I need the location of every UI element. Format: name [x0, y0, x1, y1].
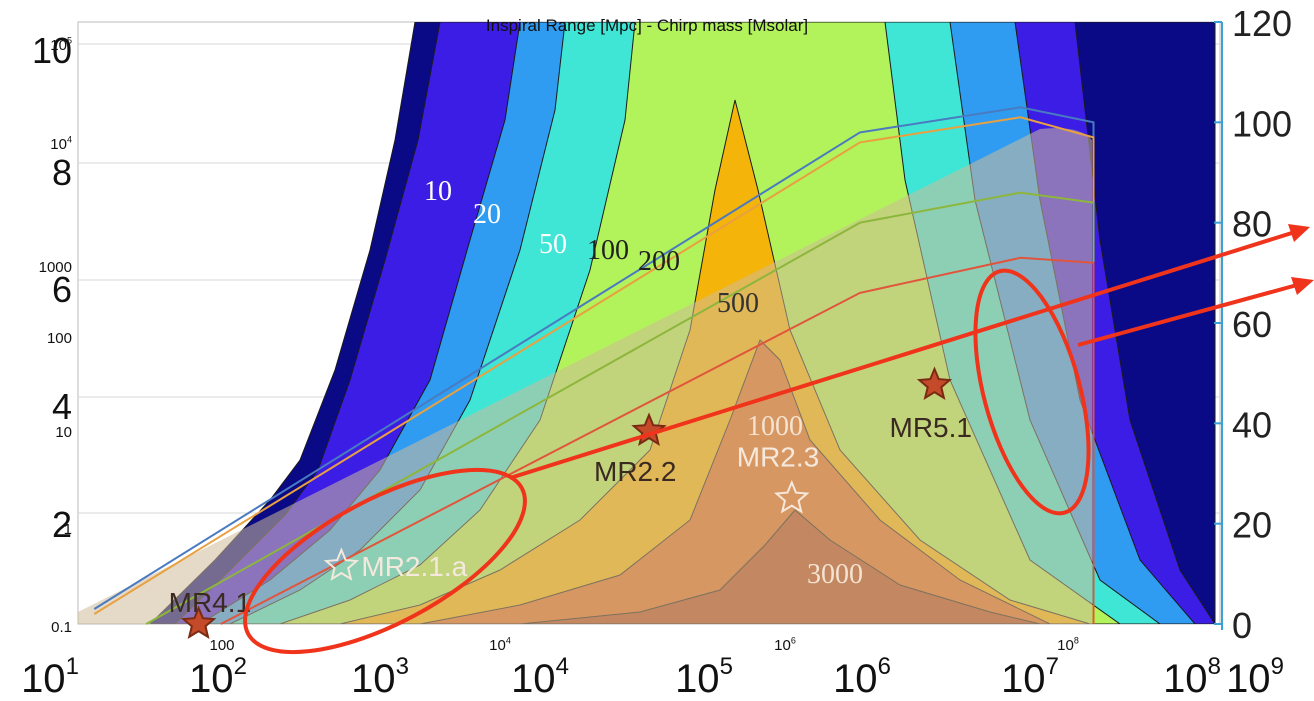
left-y-tick-label: 4	[52, 386, 72, 427]
right-y-ticks: 120 100 80 60 40 20 0	[1214, 3, 1292, 646]
heatmap-x-tick-label: 106	[774, 635, 796, 654]
right-y-tick-label: 100	[1232, 103, 1292, 144]
heatmap-y-tick-label: 1	[64, 521, 72, 538]
right-y-tick-label: 20	[1232, 505, 1272, 546]
marker-label: MR2.1.a	[361, 551, 467, 582]
arrow-shaft-1	[509, 230, 1296, 480]
left-y-tick-label: 8	[52, 152, 72, 193]
line-series-group	[93, 106, 1095, 625]
contour-label: 500	[717, 288, 759, 319]
left-y-tick-label: 10	[32, 30, 72, 71]
right-y-tick-label: 60	[1232, 304, 1272, 345]
contour-labels: 10 20 50 100 200 500 1000 3000	[424, 176, 863, 590]
x-tick-label: 102	[189, 653, 247, 701]
chart-title: Inspiral Range [Mpc] - Chirp mass [Msola…	[486, 16, 808, 35]
heatmap-y-tick-label: 104	[50, 134, 72, 153]
heatmap-y-tick-label: 100	[47, 330, 72, 347]
right-y-tick-label: 80	[1232, 204, 1272, 245]
x-tick-label: 108	[1163, 653, 1221, 701]
contour-label: 20	[473, 199, 501, 230]
x-tick-label: 107	[1001, 653, 1059, 701]
marker-label: MR2.2	[594, 456, 676, 487]
contour-label: 3000	[807, 559, 863, 590]
right-y-tick-label: 40	[1232, 404, 1272, 445]
marker-star	[180, 605, 217, 640]
markers-group: MR4.1 MR2.1.a MR2.2 MR2.3 MR5.1	[169, 366, 972, 640]
marker-label: MR2.3	[737, 441, 819, 472]
high-mass-ellipse	[973, 268, 1091, 516]
contour-label: 200	[638, 246, 680, 277]
right-y-tick-label: 120	[1232, 3, 1292, 44]
marker-label: MR4.1	[169, 587, 251, 618]
x-tick-label: 109	[1226, 653, 1284, 701]
heatmap-y-tick-label: 10	[55, 424, 72, 441]
heatmap-x-tick-label: 104	[489, 635, 511, 654]
heatmap-x-tick-label: 100	[209, 637, 234, 654]
marker-star	[323, 547, 360, 581]
marker-star	[774, 479, 810, 514]
heatmap-x-tick-label: 108	[1057, 635, 1079, 654]
arrow-head-1	[1288, 224, 1310, 242]
heatmap-y-tick-label: 0.1	[51, 619, 72, 636]
heatmap-y-tick-label: 1000	[39, 259, 72, 276]
contour-label: 100	[587, 235, 629, 266]
left-y-tick-label: 6	[52, 269, 72, 310]
sensitivity-overlay	[78, 128, 1092, 624]
right-y-tick-label: 0	[1232, 605, 1252, 646]
heatmap-y-tick-label: 105	[50, 35, 72, 54]
contour-label: 50	[539, 229, 567, 260]
x-tick-label: 101	[21, 653, 79, 701]
x-tick-label: 105	[675, 653, 733, 701]
marker-star	[916, 366, 953, 401]
annotation-group	[243, 224, 1314, 655]
contour-label: 10	[424, 176, 452, 207]
left-y-tick-label: 2	[52, 504, 72, 545]
line-series-4	[220, 256, 1095, 625]
x-tick-label: 106	[833, 653, 891, 701]
contour-label: 1000	[747, 411, 803, 442]
arrow-head-2	[1291, 277, 1314, 295]
arrow-shaft-2	[1077, 283, 1298, 347]
x-tick-label: 103	[351, 653, 409, 701]
marker-label: MR5.1	[890, 412, 972, 443]
left-y-ticks: 10 8 6 4 2 105 104 1000 100 10 1 0.1	[32, 30, 72, 636]
x-tick-label: 104	[511, 653, 569, 701]
low-mass-ellipse	[243, 467, 527, 655]
